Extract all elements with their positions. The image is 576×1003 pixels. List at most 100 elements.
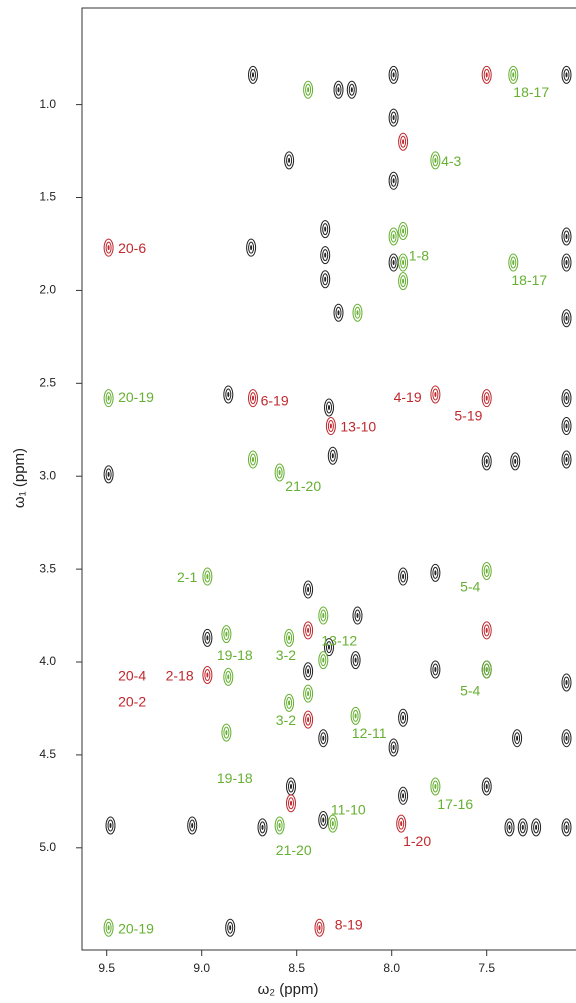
peak-core (354, 713, 357, 719)
peak-contour (202, 628, 213, 647)
peak-core (337, 87, 340, 93)
peak-contour (286, 794, 296, 813)
peak (327, 814, 338, 833)
peak-contour (517, 818, 528, 837)
peak-contour (105, 816, 116, 835)
peak-contour (320, 609, 327, 622)
peak-contour (303, 662, 314, 681)
peak (303, 710, 314, 729)
peak-contour (318, 810, 329, 829)
peak-contour (221, 625, 232, 644)
peak-contour (483, 455, 490, 468)
peak (286, 794, 296, 813)
peak-contour (390, 68, 397, 81)
peak (333, 80, 344, 99)
peak-core (354, 657, 357, 663)
peak-core (434, 666, 437, 672)
peak-contour (430, 385, 441, 404)
peak-contour (286, 631, 293, 644)
peak (561, 309, 572, 328)
peak-label: 6-19 (261, 393, 289, 409)
peak (202, 567, 213, 586)
peak-contour (514, 732, 521, 745)
peak-contour (563, 821, 570, 834)
peak-contour (563, 420, 570, 433)
peak-core (485, 627, 488, 633)
peak-contour (400, 570, 407, 583)
peak-contour (390, 111, 397, 124)
peak-contour (346, 80, 357, 99)
peak (320, 220, 331, 239)
peak (246, 238, 257, 257)
peak-contour (483, 564, 490, 577)
peak-contour (561, 417, 572, 436)
peak (508, 65, 519, 84)
peak-core (434, 783, 437, 789)
peak (398, 253, 409, 272)
peak-core (356, 613, 359, 619)
peak (103, 465, 114, 484)
peak (303, 621, 314, 640)
peak-contour (398, 272, 409, 291)
x-axis-label: ω₂ (ppm) (258, 981, 319, 998)
peak-core (278, 823, 281, 829)
peak-contour (333, 303, 344, 322)
peak-contour (563, 453, 570, 466)
peak-contour (326, 641, 332, 654)
peak-label: 12-11 (352, 725, 387, 741)
peak-contour (390, 230, 397, 243)
peak-contour (506, 821, 513, 834)
peak-core (324, 252, 327, 258)
peak (388, 738, 399, 757)
peak (202, 666, 213, 685)
peak (481, 660, 492, 679)
peak-contour (510, 68, 517, 81)
peak-core (191, 823, 194, 829)
y-tick-label: 5.0 (39, 840, 56, 854)
peak-label: 20-6 (118, 240, 146, 256)
peak-contour (322, 249, 329, 262)
peak (398, 786, 409, 805)
peak-core (229, 925, 232, 931)
peak-core (206, 635, 209, 641)
peak-contour (107, 819, 114, 832)
peak-contour (246, 238, 257, 257)
peak (314, 918, 325, 937)
peak-core (278, 469, 281, 475)
peak-label: 21-20 (285, 478, 321, 494)
peak-contour (354, 609, 361, 622)
peak-contour (481, 452, 492, 471)
peak-core (107, 395, 110, 401)
peak-label: 2-18 (166, 668, 194, 684)
peak-label: 17-16 (437, 796, 473, 812)
peak-contour (322, 273, 329, 286)
peak-contour (333, 80, 344, 99)
peak-contour (322, 223, 329, 236)
peak-contour (305, 713, 312, 726)
peak-core (227, 391, 230, 397)
peak-label: 5-4 (460, 578, 480, 594)
peak (481, 621, 492, 640)
peak-core (307, 717, 310, 723)
peak (303, 580, 314, 599)
peak-contour (318, 606, 329, 625)
peak-core (107, 245, 110, 251)
peak (430, 660, 441, 679)
peak-core (392, 744, 395, 750)
peak-contour (250, 453, 256, 466)
peak-contour (335, 306, 342, 319)
peak-contour (248, 241, 255, 254)
peak-contour (398, 567, 409, 586)
peak (274, 816, 285, 835)
peak-contour (286, 154, 293, 167)
peak (346, 80, 357, 99)
peak (561, 450, 572, 469)
peak-core (328, 644, 330, 650)
peak-contour (388, 171, 399, 190)
peak (517, 818, 528, 837)
peak-contour (504, 818, 515, 837)
y-axis-label: ω₁ (ppm) (11, 448, 28, 508)
peak-core (400, 821, 403, 827)
